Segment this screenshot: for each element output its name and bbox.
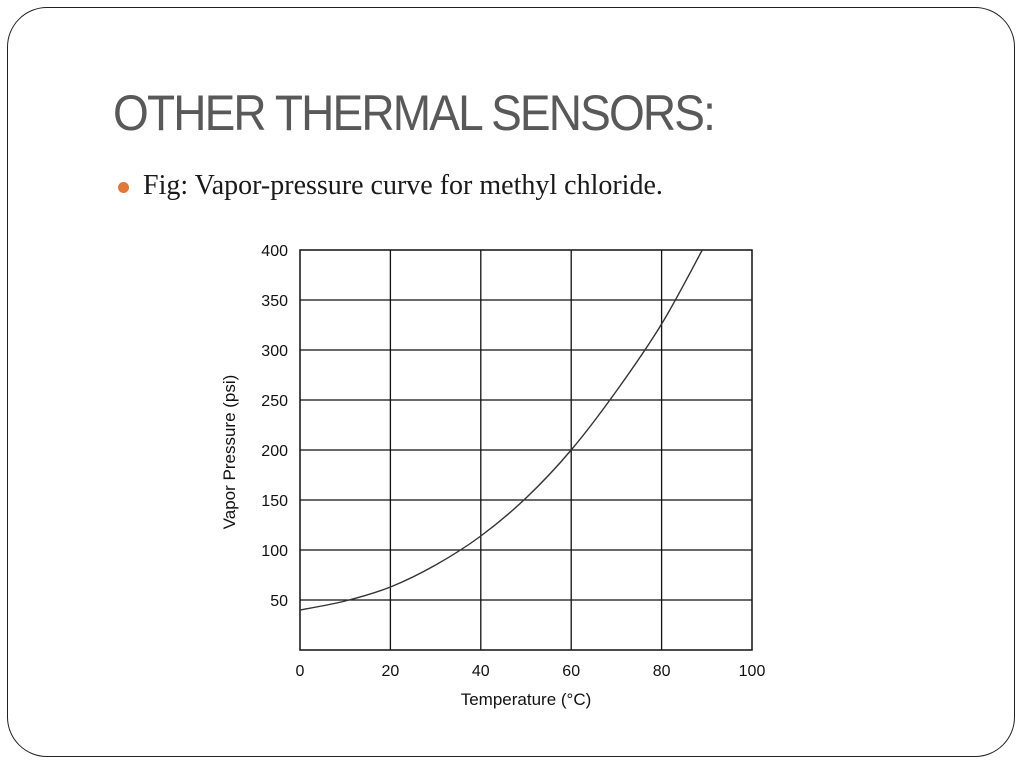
series xyxy=(299,249,703,611)
slide-frame xyxy=(7,7,1015,757)
x-axis-ticks: 0 20 40 60 80 100 xyxy=(296,663,766,680)
y-axis-label: Vapor Pressure (psi) xyxy=(220,375,239,530)
x-tick-label: 80 xyxy=(653,663,671,680)
bullet-dot-icon xyxy=(118,181,129,193)
y-tick-label: 50 xyxy=(270,593,288,610)
y-tick-label: 100 xyxy=(261,543,288,560)
x-tick-label: 40 xyxy=(472,663,490,680)
x-tick-label: 100 xyxy=(739,663,766,680)
y-axis-ticks: 50 100 150 200 250 300 350 400 xyxy=(261,243,288,610)
grid xyxy=(299,249,753,651)
x-tick-label: 60 xyxy=(562,663,580,680)
figure-caption: Fig: Vapor-pressure curve for methyl chl… xyxy=(143,170,663,201)
x-tick-label: 20 xyxy=(382,663,400,680)
slide-title: OTHER THERMAL SENSORS: xyxy=(113,85,716,141)
vapor-pressure-curve xyxy=(299,249,703,611)
x-axis-label: Temperature (°C) xyxy=(461,690,592,709)
y-tick-label: 150 xyxy=(261,493,288,510)
bullet-item: Fig: Vapor-pressure curve for methyl chl… xyxy=(118,170,663,202)
y-tick-label: 350 xyxy=(261,293,288,310)
y-tick-label: 400 xyxy=(261,243,288,260)
y-tick-label: 250 xyxy=(261,393,288,410)
y-tick-label: 300 xyxy=(261,343,288,360)
x-tick-label: 0 xyxy=(296,663,305,680)
y-tick-label: 200 xyxy=(261,443,288,460)
